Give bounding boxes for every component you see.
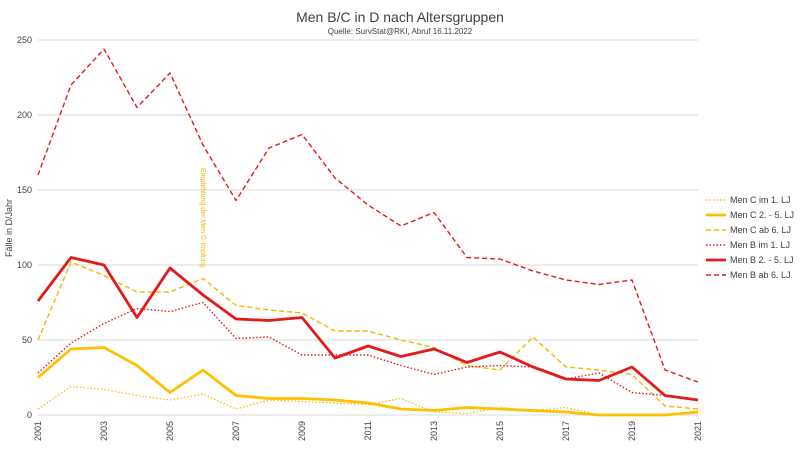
legend-label: Men C ab 6. LJ	[730, 225, 791, 235]
series-line	[37, 385, 699, 416]
x-tick-label: 2005	[165, 421, 175, 441]
x-axis-ticks: 2001 2003 2005 2007 2009 2011 2013 2015 2017 2019…	[33, 421, 703, 441]
y-tick-label: 50	[22, 335, 32, 345]
legend-label: Men B 2. - 5. LJ	[730, 255, 794, 265]
x-tick-label: 2021	[693, 421, 703, 441]
x-tick-label: 2007	[231, 421, 241, 441]
y-tick-label: 100	[17, 260, 32, 270]
x-tick-label: 2001	[33, 421, 43, 441]
chart-title: Men B/C in D nach Altersgruppen	[296, 9, 504, 25]
legend-label: Men C 2. - 5. LJ	[730, 210, 794, 220]
x-tick-label: 2013	[429, 421, 439, 441]
y-tick-label: 200	[17, 110, 32, 120]
annotations: Empfehlung der Men C-Impfung	[199, 168, 206, 268]
series-line	[36, 256, 699, 402]
x-tick-label: 2017	[561, 421, 571, 441]
y-tick-label: 150	[17, 185, 32, 195]
legend-label: Men C im 1. LJ	[730, 195, 791, 205]
legend: Men C im 1. LJ Men C 2. - 5. LJ Men C ab 6…	[706, 195, 794, 280]
series-line	[37, 48, 699, 383]
legend-label: Men B im 1. LJ	[730, 240, 790, 250]
y-tick-label: 0	[27, 410, 32, 420]
annotation-label: Empfehlung der Men C-Impfung	[199, 168, 206, 268]
y-axis-label: Fälle in D/Jahr	[4, 199, 14, 257]
grid	[38, 39, 698, 416]
x-tick-label: 2011	[363, 421, 373, 440]
x-tick-label: 2003	[99, 421, 109, 441]
series-line	[37, 301, 699, 401]
legend-label: Men B ab 6. LJ	[730, 270, 791, 280]
series-line	[37, 261, 699, 410]
x-tick-label: 2019	[627, 421, 637, 441]
y-tick-label: 250	[17, 35, 32, 45]
y-axis-ticks: 0 50 100 150 200 250	[17, 35, 32, 420]
x-tick-label: 2009	[297, 421, 307, 441]
series-line	[37, 346, 699, 417]
series	[36, 48, 699, 417]
x-tick-label: 2015	[495, 421, 505, 441]
chart-subtitle: Quelle: SurvStat@RKI, Abruf 16.11.2022	[328, 27, 473, 36]
